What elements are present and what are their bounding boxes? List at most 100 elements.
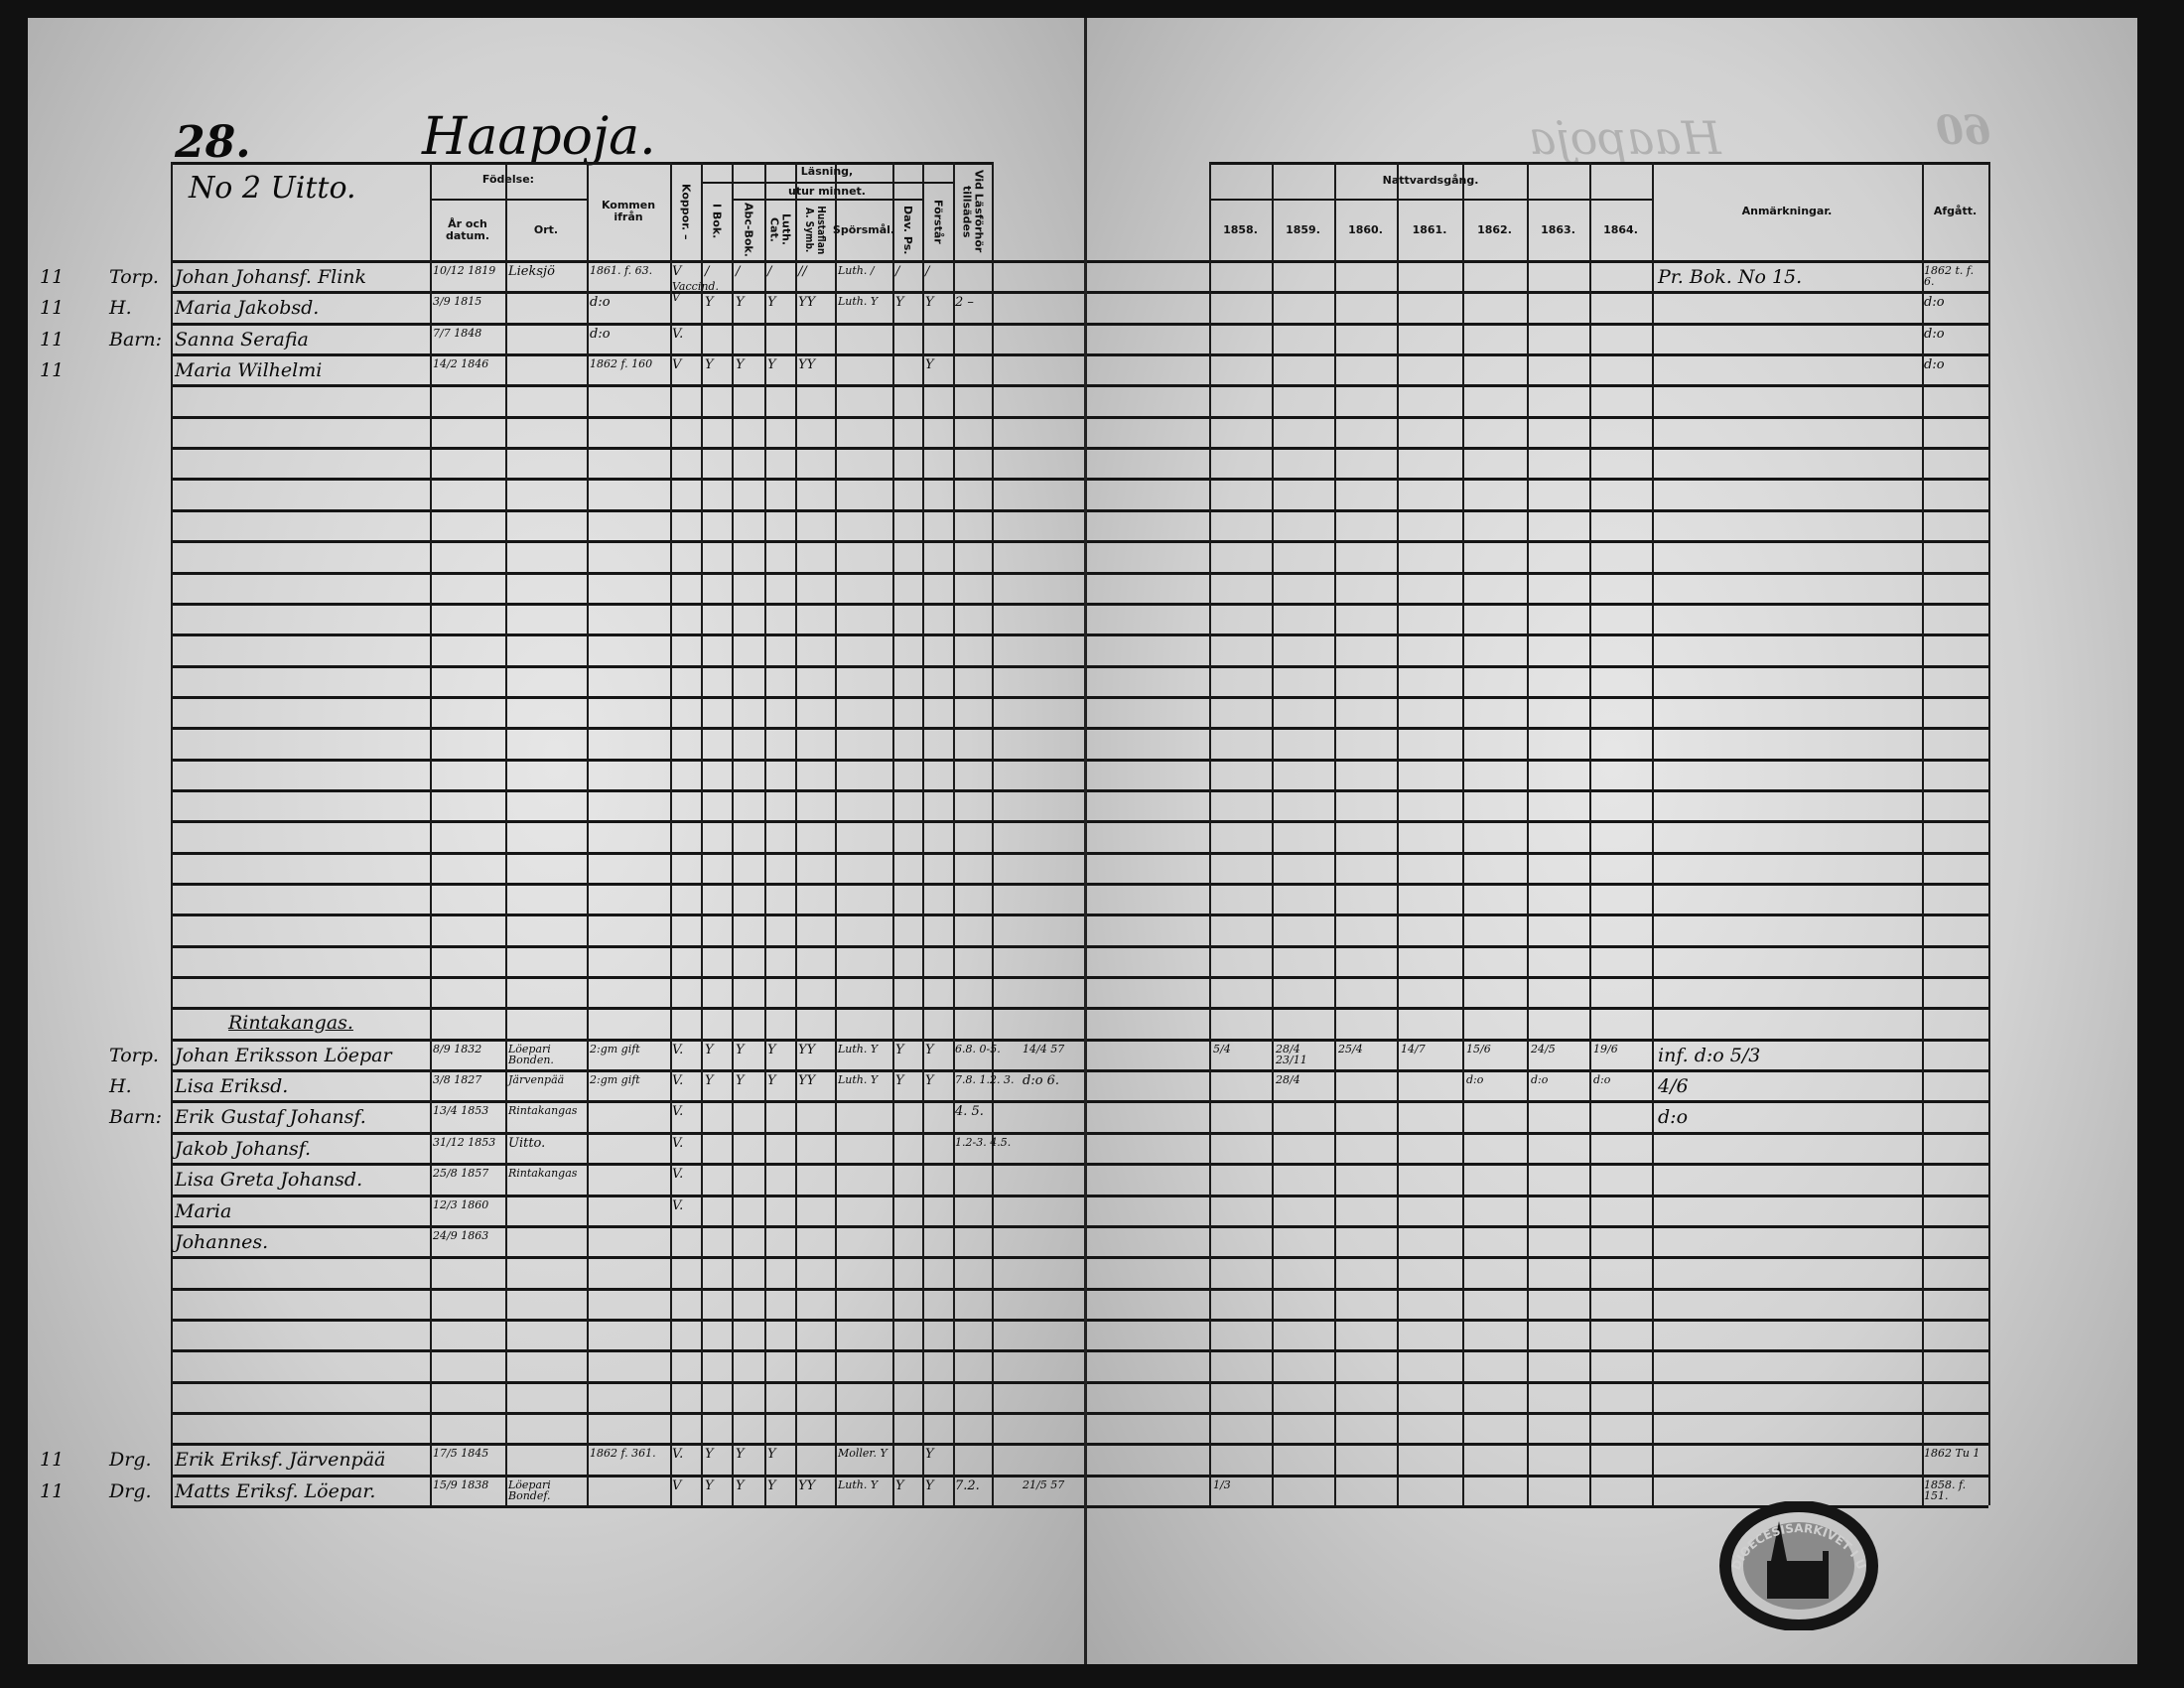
entry-abc: Y — [736, 357, 745, 373]
entry-birth: 3/8 1827 — [433, 1073, 482, 1087]
row-rule — [171, 571, 1084, 575]
row-rule — [171, 291, 1084, 295]
entry-birth: 7/7 1848 — [433, 326, 482, 340]
entry-dav: Y — [895, 1042, 904, 1057]
entry-forstar: Y — [925, 295, 934, 311]
entry-from: 1862 f. 361. — [590, 1447, 656, 1461]
entry-dav: Y — [895, 1477, 904, 1493]
header-hustaflan: Hustaflan A. Symb. — [803, 206, 828, 254]
entry-forstar: Y — [925, 1447, 934, 1463]
entry-forstar: Y — [925, 1073, 934, 1089]
row-rule — [171, 1443, 1084, 1447]
row-rule — [1087, 1380, 1988, 1384]
row-rule — [1087, 322, 1988, 326]
entry-name: Maria Jakobsd. — [175, 297, 320, 320]
communion-1860: 25/4 — [1338, 1042, 1363, 1055]
column-rule — [835, 162, 837, 1505]
row-rule — [171, 976, 1084, 980]
column-rule — [992, 162, 994, 1505]
entry-role: Barn: — [109, 1106, 163, 1129]
row-rule — [1087, 883, 1988, 886]
entry-birth: 3/9 1815 — [433, 295, 482, 309]
entry-spors: Luth. Y — [838, 1042, 879, 1055]
row-rule — [1087, 944, 1988, 948]
column-rule — [1334, 162, 1336, 1505]
row-rule — [171, 1194, 1084, 1197]
entry-koppor: V. — [672, 1104, 684, 1120]
column-rule — [922, 162, 924, 1505]
header-ar-och-datum: År och datum. — [445, 217, 490, 242]
row-rule — [1087, 758, 1988, 762]
row-rule — [171, 540, 1084, 544]
entry-birth: 25/8 1857 — [433, 1167, 489, 1181]
row-rule — [171, 384, 1084, 388]
entry-extra: 21/5 57 — [1023, 1477, 1065, 1491]
row-rule — [171, 1287, 1084, 1291]
entry-abc: Y — [736, 1073, 745, 1089]
entry-luth: Y — [767, 1073, 776, 1089]
row-rule — [1087, 1256, 1988, 1260]
column-rule — [1462, 162, 1464, 1505]
communion-1858: 1/3 — [1213, 1477, 1231, 1491]
fodelse-rule — [430, 199, 587, 201]
entry-luth: Y — [767, 1042, 776, 1057]
entry-koppor: V. — [672, 1197, 684, 1213]
row-rule — [1087, 1038, 1988, 1042]
row-rule — [1087, 415, 1988, 419]
entry-extra: 14/4 57 — [1023, 1042, 1065, 1055]
entry-from: 2:gm gift — [590, 1073, 640, 1087]
row-rule — [1087, 1287, 1988, 1291]
entry-i-bok: Y — [705, 1447, 714, 1463]
entry-extra: d:o 6. — [1023, 1073, 1060, 1089]
row-rule — [1087, 695, 1988, 699]
lasning-rule — [701, 182, 953, 184]
row-rule — [171, 1069, 1084, 1073]
entry-hust: YY — [798, 1073, 816, 1089]
row-rule — [1087, 1411, 1988, 1415]
entry-place: Rintakangas — [508, 1167, 578, 1181]
header-kommen-ifran: Kommen ifrån — [601, 199, 656, 223]
header-ort: Ort. — [533, 223, 559, 236]
column-rule — [505, 162, 507, 1505]
entry-koppor: V. — [672, 1447, 684, 1463]
row-rule — [171, 415, 1084, 419]
entry-name: Johan Johansf. Flink — [175, 266, 367, 288]
header-afgatt: Afgått. — [1933, 205, 1978, 217]
entry-koppor: Vaccind. V — [672, 280, 719, 305]
header-vid-lasforhor: Vid Läsförhör tillsädes — [960, 170, 986, 253]
row-rule — [1087, 1224, 1988, 1228]
header-abc-bok: Abc-Bok. — [742, 203, 755, 257]
entry-koppor: V. — [672, 1042, 684, 1057]
entry-name: Erik Gustaf Johansf. — [175, 1106, 366, 1129]
entry-i-bok: / — [705, 264, 710, 279]
entry-abc: Y — [736, 1042, 745, 1057]
row-rule — [171, 1100, 1084, 1104]
entry-role: Torp. — [109, 1044, 159, 1066]
entry-spors: Moller. Y — [838, 1447, 887, 1461]
entry-dav: Y — [895, 1073, 904, 1089]
column-rule — [1397, 162, 1399, 1505]
communion-1858: 5/4 — [1213, 1042, 1231, 1055]
row-rule — [1087, 508, 1988, 512]
row-rule — [1087, 1007, 1988, 1011]
row-rule — [171, 758, 1084, 762]
row-rule — [1087, 1443, 1988, 1447]
row-rule — [171, 1007, 1084, 1011]
communion-1863: d:o — [1531, 1073, 1549, 1087]
entry-vid: 4. 5. — [955, 1104, 984, 1120]
row-rule — [171, 353, 1084, 357]
entry-birth: 12/3 1860 — [433, 1197, 489, 1211]
entry-dav: Y — [895, 295, 904, 311]
row-rule — [1087, 820, 1988, 824]
entry-afgatt: 1858. f. 151. — [1924, 1477, 1967, 1502]
column-rule — [171, 162, 173, 1505]
header-year-1860: 1860. — [1348, 223, 1383, 236]
entry-birth: 8/9 1832 — [433, 1042, 482, 1055]
page-number-right: 60 — [1936, 107, 1991, 154]
entry-birth: 13/4 1853 — [433, 1104, 489, 1118]
header-top-rule — [1209, 162, 1988, 165]
church-icon — [1767, 1561, 1829, 1599]
row-rule — [171, 727, 1084, 731]
row-rule — [171, 1224, 1084, 1228]
entry-birth: 31/12 1853 — [433, 1135, 496, 1149]
